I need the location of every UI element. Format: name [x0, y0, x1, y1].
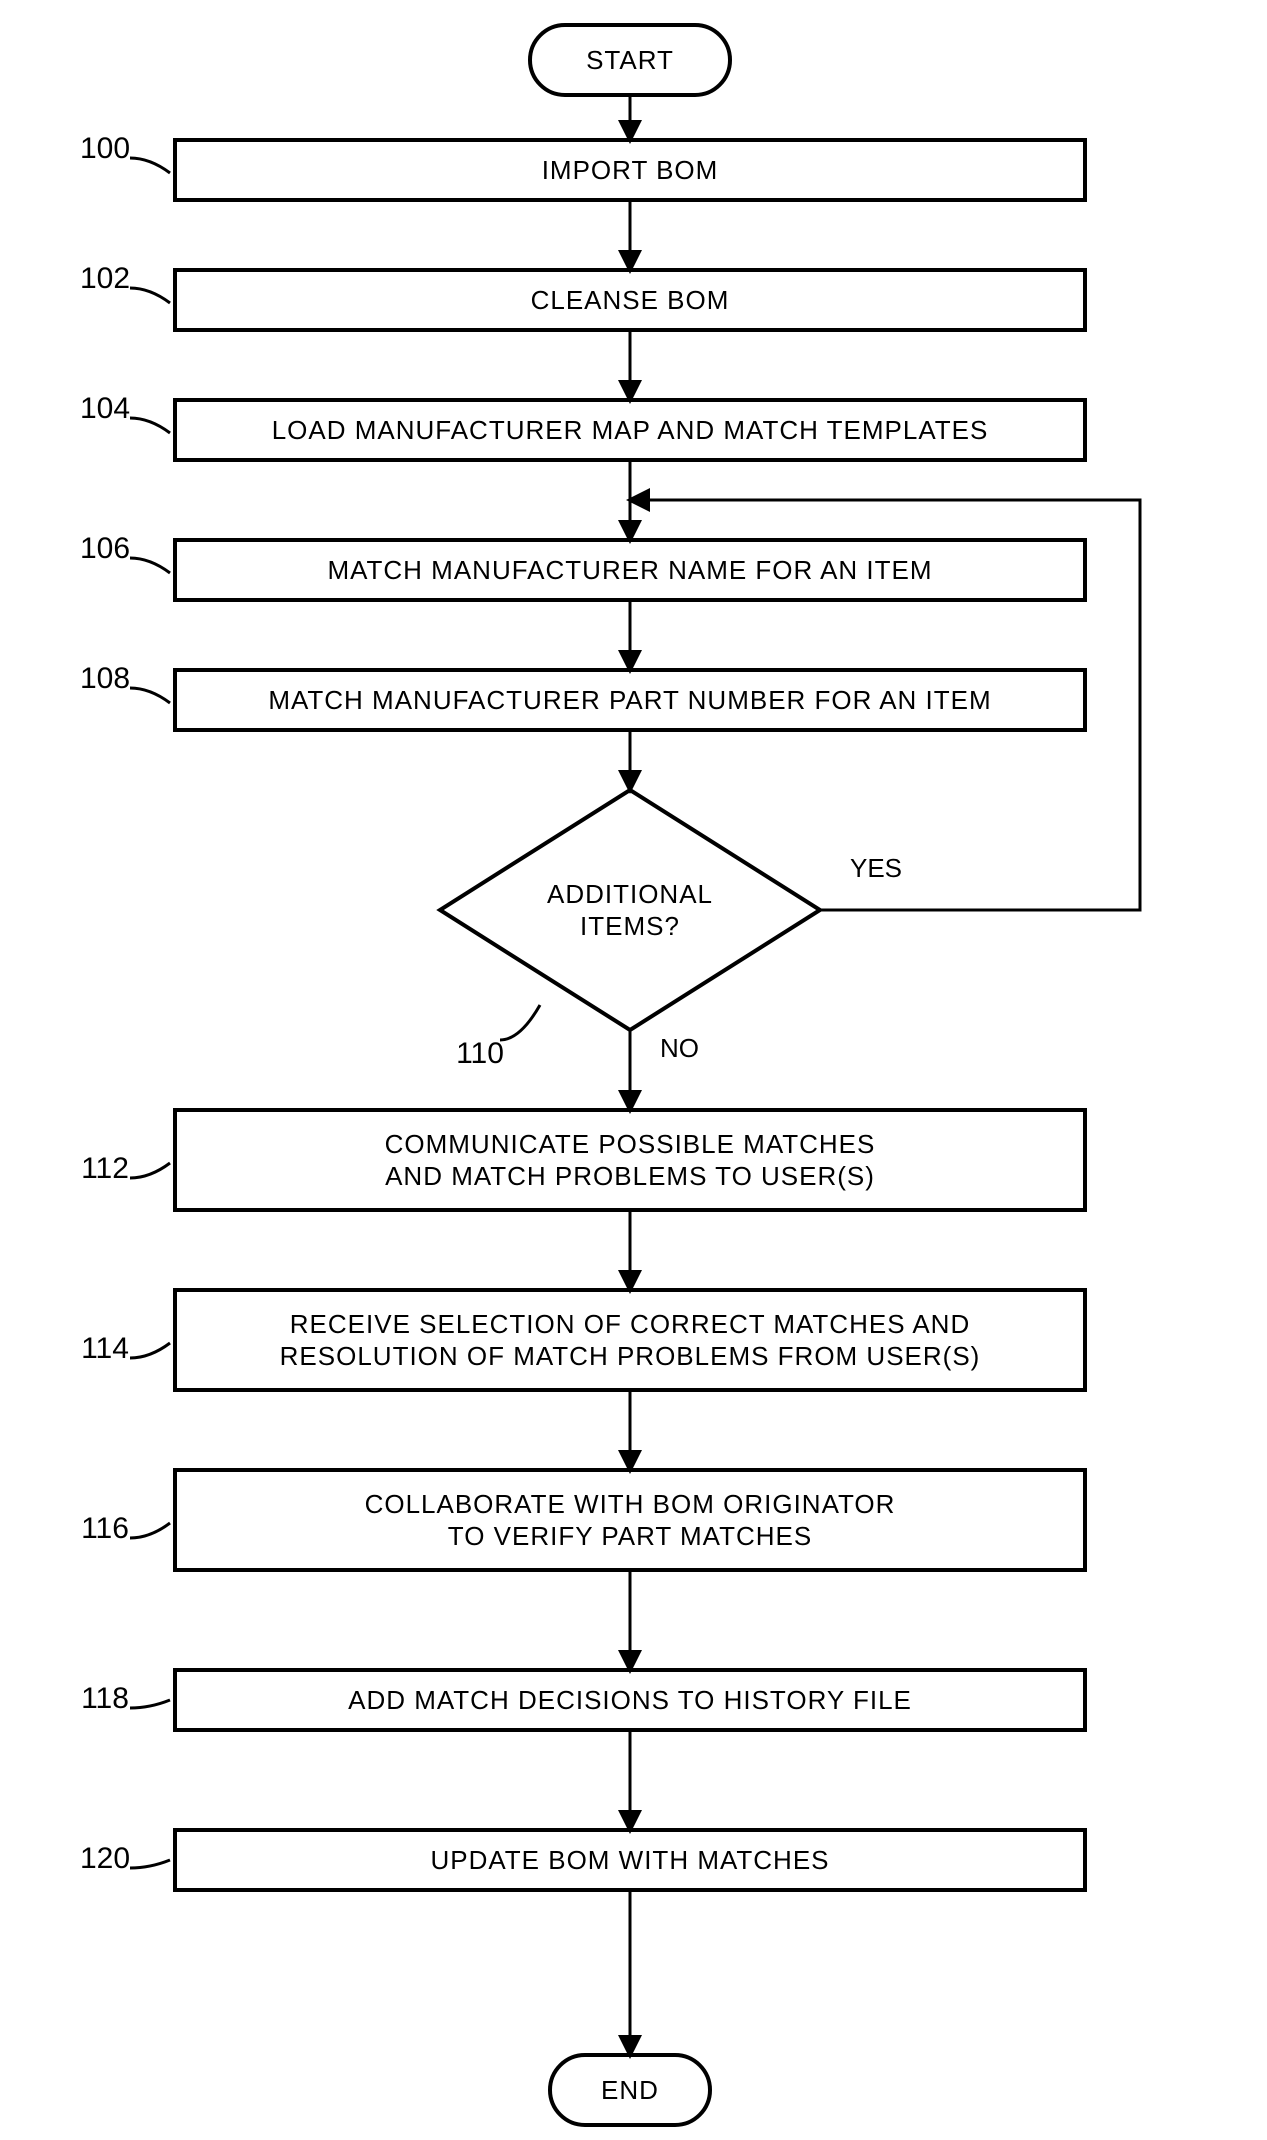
process-box: MATCH MANUFACTURER PART NUMBER FOR AN IT…	[80, 662, 1085, 730]
svg-text:106: 106	[80, 532, 130, 565]
svg-text:108: 108	[80, 662, 130, 695]
process-box: RECEIVE SELECTION OF CORRECT MATCHES AND…	[81, 1290, 1085, 1390]
terminal: END	[550, 2055, 710, 2125]
svg-text:LOAD MANUFACTURER MAP AND MATC: LOAD MANUFACTURER MAP AND MATCH TEMPLATE…	[272, 415, 989, 445]
svg-text:RECEIVE SELECTION OF CORRECT M: RECEIVE SELECTION OF CORRECT MATCHES AND	[290, 1309, 970, 1339]
svg-text:104: 104	[80, 392, 130, 425]
ref-leader	[130, 1343, 170, 1358]
ref-leader	[130, 288, 170, 303]
svg-text:ITEMS?: ITEMS?	[580, 911, 680, 941]
svg-text:IMPORT BOM: IMPORT BOM	[542, 155, 719, 185]
ref-leader	[130, 418, 170, 433]
svg-text:MATCH MANUFACTURER NAME FOR AN: MATCH MANUFACTURER NAME FOR AN ITEM	[327, 555, 932, 585]
process-box: ADD MATCH DECISIONS TO HISTORY FILE 118	[81, 1670, 1085, 1730]
svg-text:AND MATCH PROBLEMS TO USER(S): AND MATCH PROBLEMS TO USER(S)	[385, 1161, 875, 1191]
svg-text:YES: YES	[850, 853, 902, 883]
svg-text:112: 112	[81, 1152, 129, 1185]
ref-leader	[130, 688, 170, 703]
svg-text:102: 102	[80, 262, 130, 295]
svg-text:110: 110	[456, 1037, 504, 1070]
ref-leader	[130, 558, 170, 573]
decision: ADDITIONALITEMS? 110 YES NO	[440, 790, 902, 1070]
svg-text:ADD MATCH DECISIONS TO HISTORY: ADD MATCH DECISIONS TO HISTORY FILE	[348, 1685, 912, 1715]
svg-text:NO: NO	[660, 1033, 699, 1063]
svg-text:MATCH MANUFACTURER PART NUMBER: MATCH MANUFACTURER PART NUMBER FOR AN IT…	[268, 685, 991, 715]
svg-text:CLEANSE BOM: CLEANSE BOM	[531, 285, 730, 315]
svg-text:START: START	[586, 45, 674, 75]
process-box: COLLABORATE WITH BOM ORIGINATORTO VERIFY…	[81, 1470, 1085, 1570]
process-box: COMMUNICATE POSSIBLE MATCHESAND MATCH PR…	[81, 1110, 1085, 1210]
svg-text:COMMUNICATE POSSIBLE MATCHES: COMMUNICATE POSSIBLE MATCHES	[385, 1129, 876, 1159]
svg-text:TO VERIFY PART MATCHES: TO VERIFY PART MATCHES	[448, 1521, 812, 1551]
svg-text:114: 114	[81, 1332, 129, 1365]
svg-text:COLLABORATE WITH BOM ORIGINATO: COLLABORATE WITH BOM ORIGINATOR	[365, 1489, 896, 1519]
svg-text:116: 116	[81, 1512, 129, 1545]
process-box: CLEANSE BOM 102	[80, 262, 1085, 330]
ref-leader	[130, 1163, 170, 1178]
ref-leader	[130, 1860, 170, 1868]
svg-text:END: END	[601, 2075, 659, 2105]
ref-leader	[500, 1005, 540, 1040]
process-box: IMPORT BOM 100	[80, 132, 1085, 200]
process-box: LOAD MANUFACTURER MAP AND MATCH TEMPLATE…	[80, 392, 1085, 460]
svg-text:118: 118	[81, 1682, 129, 1715]
svg-text:UPDATE BOM WITH MATCHES: UPDATE BOM WITH MATCHES	[430, 1845, 829, 1875]
ref-leader	[130, 1700, 170, 1708]
ref-leader	[130, 158, 170, 173]
svg-text:120: 120	[80, 1842, 130, 1875]
process-box: UPDATE BOM WITH MATCHES 120	[80, 1830, 1085, 1890]
process-box: MATCH MANUFACTURER NAME FOR AN ITEM 106	[80, 532, 1085, 600]
terminal: START	[530, 25, 730, 95]
svg-text:ADDITIONAL: ADDITIONAL	[547, 879, 713, 909]
flowchart: START END IMPORT BOM 100 CLEANSE BOM 102 LOAD …	[0, 0, 1267, 2140]
ref-leader	[130, 1523, 170, 1538]
svg-text:100: 100	[80, 132, 130, 165]
svg-text:RESOLUTION OF MATCH PROBLEMS F: RESOLUTION OF MATCH PROBLEMS FROM USER(S…	[280, 1341, 981, 1371]
